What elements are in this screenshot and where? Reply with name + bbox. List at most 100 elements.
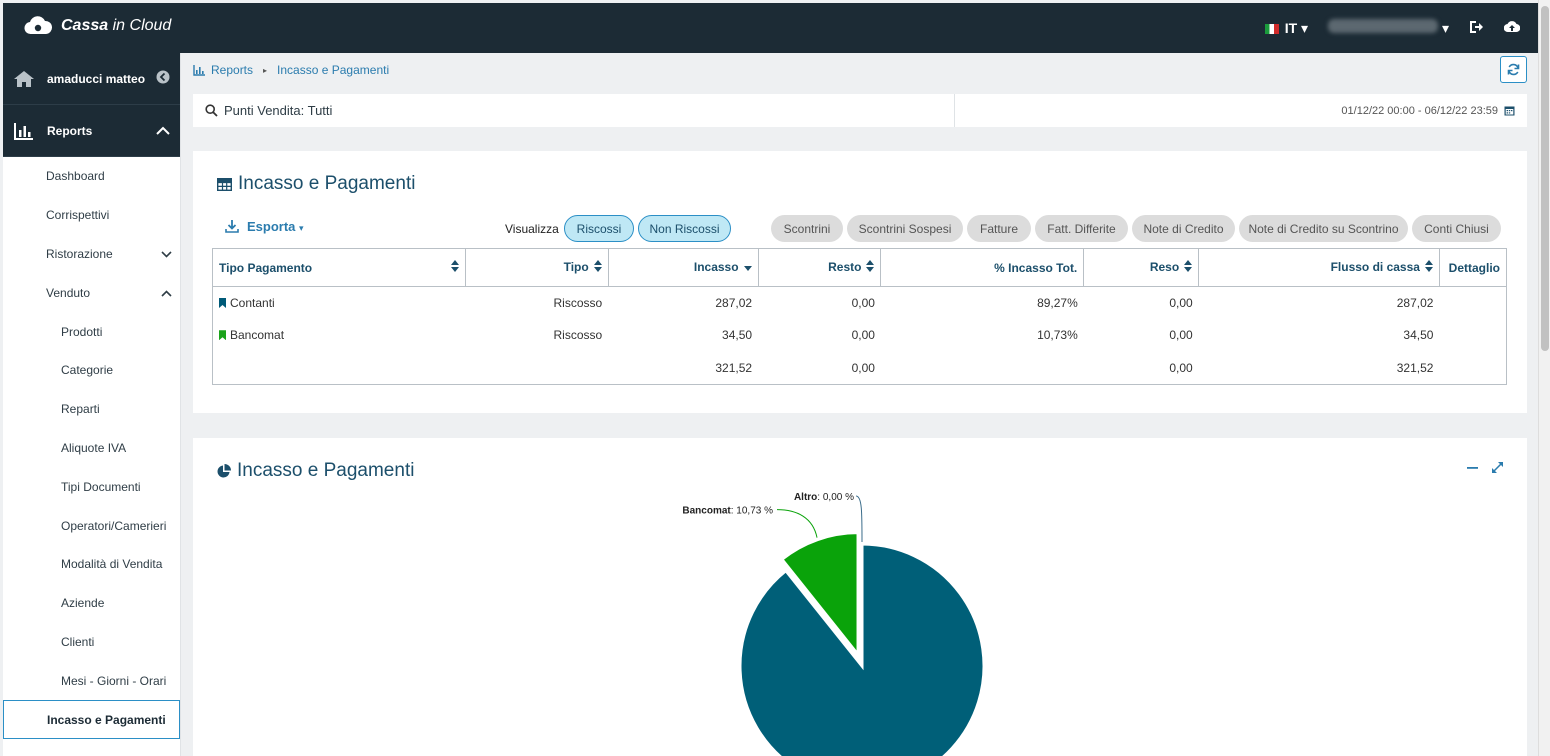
sort-icon	[866, 260, 875, 275]
sidebar-item-label: Ristorazione	[46, 246, 113, 261]
section-label: Reports	[47, 123, 93, 138]
cell-tipo-pagamento: Bancomat	[213, 319, 466, 352]
doc-filter-scontrini[interactable]: Scontrini	[771, 215, 843, 242]
cell-tipo: Riscosso	[553, 296, 603, 310]
col-header-tipo[interactable]: Tipo	[464, 248, 609, 287]
chevron-up-icon	[161, 286, 172, 300]
pie-slice-contanti[interactable]	[738, 542, 986, 756]
bar-chart-icon	[193, 64, 205, 76]
caret-down-icon: ▾	[1301, 19, 1309, 36]
cell-tipo: Riscosso	[553, 328, 603, 343]
date-range-picker[interactable]: 01/12/22 00:00 - 06/12/22 23:59	[1341, 94, 1515, 127]
sidebar-item-categorie[interactable]: Categorie	[3, 351, 180, 390]
col-header-dettaglio: Dettaglio	[1438, 248, 1508, 287]
calendar-icon	[1504, 106, 1515, 116]
sidebar-item-label: Modalità di Vendita	[61, 557, 163, 572]
doc-filter-fatture[interactable]: Fatture	[967, 215, 1031, 242]
col-header-incasso[interactable]: Incasso	[607, 248, 759, 287]
col-header-perc-incasso[interactable]: % Incasso Tot.	[880, 248, 1085, 287]
total-flusso: 321,52	[1396, 360, 1434, 375]
sidebar-item-corrispettivi[interactable]: Corrispettivi	[3, 196, 180, 235]
expand-icon[interactable]	[1492, 462, 1503, 476]
logo-rest: in Cloud	[112, 17, 172, 34]
minimize-icon[interactable]	[1467, 462, 1478, 476]
cell-incasso: 34,50	[722, 328, 753, 343]
sidebar-account[interactable]: amaducci matteo	[3, 53, 180, 105]
pie-label-connector	[777, 509, 818, 538]
view-toggle-non-riscossi[interactable]: Non Riscossi	[638, 215, 731, 242]
doc-filter-fatt-differite[interactable]: Fatt. Differite	[1035, 215, 1128, 242]
sidebar-item-tipi-documenti[interactable]: Tipi Documenti	[3, 467, 180, 506]
sidebar-item-label: Incasso e Pagamenti	[47, 712, 166, 727]
sort-desc-icon	[743, 261, 752, 275]
col-header-flusso[interactable]: Flusso di cassa	[1198, 248, 1440, 287]
user-menu[interactable]: ▾	[1328, 19, 1449, 37]
pie-slice-bancomat[interactable]	[779, 531, 860, 659]
sidebar-item-ristorazione[interactable]: Ristorazione	[3, 235, 180, 274]
pie-label-altro: Altro: 0,00 %	[794, 492, 854, 503]
doc-filter-scontrini-sospesi[interactable]: Scontrini Sospesi	[847, 215, 963, 242]
doc-filter-conti-chiusi[interactable]: Conti Chiusi	[1412, 215, 1501, 242]
cell-dettaglio	[1439, 287, 1506, 320]
sidebar-item-label: Operatori/Camerieri	[61, 518, 167, 533]
export-dropdown[interactable]: Esporta ▾	[225, 219, 304, 234]
language-selector[interactable]: IT ▾	[1264, 19, 1309, 37]
app-logo[interactable]: Cassa in Cloud	[23, 16, 171, 36]
sort-icon	[1184, 260, 1193, 275]
back-circle-icon[interactable]	[156, 70, 170, 87]
account-name: amaducci matteo	[47, 71, 146, 86]
sidebar-item-label: Aziende	[61, 596, 105, 611]
breadcrumb-root[interactable]: Reports	[193, 63, 253, 77]
doc-filter-note-di-credito[interactable]: Note di Credito	[1132, 215, 1235, 242]
sidebar-item-label: Reparti	[61, 402, 100, 417]
download-icon	[225, 220, 239, 233]
sidebar-item-dashboard[interactable]: Dashboard	[3, 157, 180, 196]
table-row[interactable]: Bancomat Riscosso 34,50 0,00 10,73% 0,00 34,50	[213, 319, 1507, 352]
sort-icon	[450, 260, 459, 275]
chevron-down-icon	[161, 247, 172, 261]
breadcrumb: Reports ▸ Incasso e Pagamenti	[193, 63, 389, 77]
sidebar-item-reparti[interactable]: Reparti	[3, 390, 180, 429]
sidebar-item-venduto[interactable]: Venduto	[3, 273, 180, 312]
chart-panel: Incasso e Pagamenti Bancomat: 10,73 % Alt…	[193, 438, 1527, 756]
sidebar-section-reports[interactable]: Reports	[3, 105, 180, 157]
language-label: IT	[1284, 19, 1298, 36]
cloud-upload-icon[interactable]	[1503, 20, 1521, 36]
table-panel-title: Incasso e Pagamenti	[238, 173, 416, 194]
logout-icon[interactable]	[1469, 20, 1484, 37]
cell-perc-incasso: 89,27%	[1037, 296, 1078, 310]
search-icon	[205, 104, 218, 117]
sidebar-item-label: Dashboard	[46, 169, 105, 184]
col-header-resto[interactable]: Resto	[757, 248, 882, 287]
total-reso: 0,00	[1169, 360, 1193, 375]
view-toggle-riscossi[interactable]: Riscossi	[564, 215, 634, 242]
sidebar-item-label: Aliquote IVA	[61, 440, 127, 455]
sidebar-item-label: Mesi - Giorni - Orari	[61, 673, 167, 688]
sidebar-item-prodotti[interactable]: Prodotti	[3, 312, 180, 351]
pie-chart-icon	[217, 464, 231, 478]
sidebar-item-operatori-camerieri[interactable]: Operatori/Camerieri	[3, 506, 180, 545]
sidebar-item-aziende[interactable]: Aziende	[3, 584, 180, 623]
col-header-reso[interactable]: Reso	[1083, 248, 1200, 287]
sidebar-item-mesi-giorni-orari[interactable]: Mesi - Giorni - Orari	[3, 661, 180, 700]
doc-filter-note-di-credito-su-scontrino[interactable]: Note di Credito su Scontrino	[1239, 215, 1408, 242]
breadcrumb-root-label: Reports	[211, 63, 254, 77]
points-of-sale-filter[interactable]: Punti Vendita: Tutti	[193, 94, 955, 127]
italy-flag-icon	[1264, 23, 1279, 34]
table-toolbar: Esporta ▾ Visualizza Riscossi Non Riscoss…	[213, 215, 1508, 243]
bookmark-icon	[219, 298, 226, 308]
total-resto: 0,00	[851, 360, 875, 375]
scrollbar-thumb[interactable]	[1541, 6, 1549, 351]
sidebar-item-label: Corrispettivi	[46, 208, 110, 223]
sidebar-item-incasso-e-pagamenti[interactable]: Incasso e Pagamenti	[3, 700, 180, 739]
sidebar-item-modalit-di-vendita[interactable]: Modalità di Vendita	[3, 545, 180, 584]
sidebar-item-clienti[interactable]: Clienti	[3, 623, 180, 662]
payments-table: Tipo Pagamento Tipo Incasso Resto % Inca…	[212, 248, 1508, 385]
top-bar: Cassa in Cloud IT ▾ ▾	[3, 3, 1538, 53]
sidebar-item-aliquote-iva[interactable]: Aliquote IVA	[3, 429, 180, 468]
refresh-button[interactable]	[1500, 56, 1527, 83]
caret-down-icon: ▾	[299, 223, 304, 233]
col-header-tipo-pagamento[interactable]: Tipo Pagamento	[212, 248, 466, 287]
table-row[interactable]: Contanti Riscosso 287,02 0,00 89,27% 0,00 287,…	[213, 287, 1507, 320]
page-scrollbar[interactable]	[1538, 0, 1550, 756]
